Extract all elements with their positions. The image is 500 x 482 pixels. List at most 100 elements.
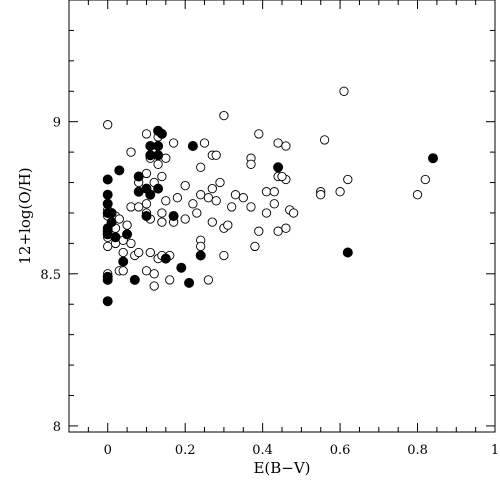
open-point: [145, 247, 155, 258]
open-point: [227, 202, 237, 212]
filled-point: [176, 262, 187, 273]
open-point: [118, 247, 128, 258]
open-point: [149, 269, 159, 279]
open-point: [211, 150, 221, 160]
open-point: [269, 187, 279, 197]
open-point: [134, 247, 144, 258]
filled-point: [153, 183, 164, 194]
filled-point: [184, 277, 195, 288]
open-point: [238, 193, 248, 203]
filled-point: [187, 140, 198, 151]
filled-point: [160, 253, 171, 264]
open-point: [319, 135, 330, 145]
open-point: [149, 281, 159, 291]
open-point: [420, 174, 430, 185]
open-point: [126, 238, 136, 249]
filled-point: [122, 229, 133, 240]
open-point: [161, 196, 171, 206]
open-point: [207, 217, 217, 227]
open-point: [103, 241, 113, 252]
open-point: [196, 241, 206, 252]
open-point: [141, 199, 152, 209]
open-point: [261, 208, 272, 218]
open-point: [134, 202, 144, 212]
open-point: [254, 226, 264, 236]
filled-point: [102, 198, 113, 209]
open-point: [126, 202, 136, 212]
open-point: [230, 190, 241, 200]
plot-frame: [68, 0, 496, 433]
open-point: [223, 220, 233, 230]
x-tick-label: 0.8: [407, 443, 428, 458]
open-point: [103, 120, 113, 130]
open-point: [196, 162, 206, 172]
open-point: [157, 208, 167, 218]
filled-point: [106, 207, 117, 218]
filled-point: [110, 232, 121, 243]
filled-point: [342, 247, 353, 258]
open-point: [207, 183, 217, 194]
open-point: [180, 214, 190, 224]
open-point: [273, 138, 283, 148]
open-point: [273, 226, 283, 236]
filled-point: [273, 162, 284, 173]
open-point: [122, 220, 132, 230]
open-point: [141, 129, 152, 139]
open-point: [219, 250, 229, 261]
open-point: [215, 177, 225, 188]
open-point: [277, 171, 287, 182]
x-tick-label: 0: [104, 443, 112, 458]
open-point: [339, 86, 349, 96]
filled-point: [195, 250, 206, 261]
filled-point: [102, 296, 113, 307]
open-point: [269, 199, 279, 209]
open-point: [157, 217, 167, 227]
open-point: [199, 138, 210, 148]
open-point: [246, 159, 256, 169]
open-point: [250, 241, 260, 252]
x-tick-label: 0.4: [252, 443, 273, 458]
filled-point: [153, 125, 164, 136]
y-tick-label: 8.5: [40, 268, 61, 283]
open-point: [335, 187, 345, 197]
filled-point: [102, 189, 113, 200]
open-point: [203, 193, 214, 203]
x-tick-label: 0.6: [330, 443, 351, 458]
open-point: [288, 208, 299, 218]
open-point: [118, 266, 128, 276]
x-tick-label: 0.2: [175, 443, 196, 458]
open-point: [343, 174, 353, 185]
open-point: [141, 266, 152, 276]
filled-point: [168, 210, 179, 221]
filled-point: [141, 210, 152, 221]
filled-point: [427, 153, 438, 164]
filled-point: [102, 274, 113, 285]
open-point: [168, 138, 179, 148]
x-axis-label: E(B−V): [253, 459, 310, 477]
open-point: [153, 159, 163, 169]
filled-point: [145, 189, 156, 200]
axis-ticks: [68, 0, 496, 432]
open-point: [412, 190, 423, 200]
filled-point: [114, 165, 125, 176]
open-point: [165, 275, 175, 285]
open-point: [219, 110, 229, 121]
open-point: [180, 180, 190, 191]
x-tick-label: 1: [491, 443, 499, 458]
open-point: [211, 196, 221, 206]
open-point: [192, 208, 202, 218]
filled-point: [133, 171, 144, 182]
tick-labels: 0 0.2 0.4 0.6 0.8 1 8 8.5 9: [40, 116, 499, 458]
filled-point: [129, 274, 140, 285]
open-point: [281, 223, 291, 233]
open-point: [203, 275, 214, 285]
data-points: [102, 86, 438, 307]
open-point: [281, 141, 291, 151]
open-point: [254, 129, 264, 139]
filled-point: [153, 140, 164, 151]
open-point: [316, 190, 326, 200]
open-point: [188, 199, 198, 209]
filled-point: [153, 150, 164, 161]
y-tick-label: 9: [53, 116, 61, 131]
